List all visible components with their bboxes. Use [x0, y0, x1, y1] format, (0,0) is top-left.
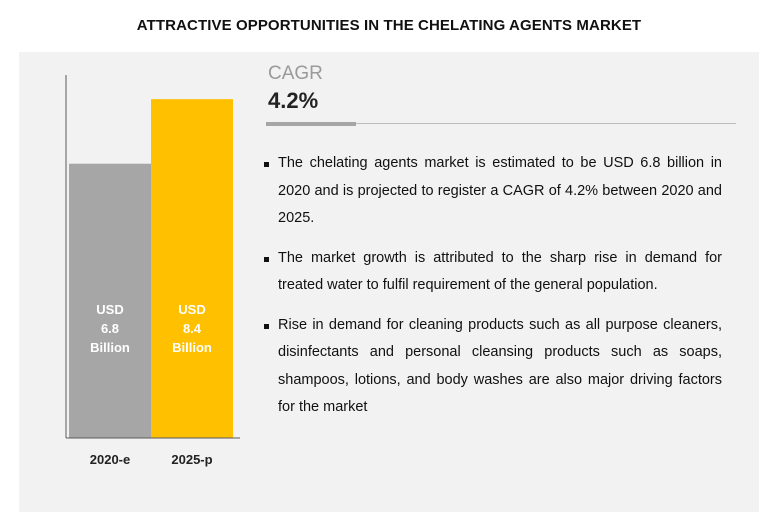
- bar-data-label: USD: [96, 302, 123, 317]
- x-tick-label: 2025-p: [171, 452, 212, 467]
- bar-2025-p: [151, 99, 233, 438]
- cagr-label: CAGR: [268, 63, 323, 84]
- bullet-item: The chelating agents market is estimated…: [262, 150, 722, 233]
- bullet-list: The chelating agents market is estimated…: [262, 150, 722, 434]
- bullet-item: Rise in demand for cleaning products suc…: [262, 312, 722, 422]
- bar-chart: USD 6.8 Billion 2020-e USD 8.4 Billion 2025-p: [65, 75, 240, 467]
- page-title: ATTRACTIVE OPPORTUNITIES IN THE CHELATIN…: [136, 17, 642, 34]
- bullet-text: The chelating agents market is estimated…: [278, 155, 722, 226]
- bar-data-label: USD: [178, 302, 205, 317]
- bar-data-label: Billion: [90, 340, 130, 355]
- bar-2020-e: [69, 163, 151, 438]
- bar-data-label: 6.8: [101, 321, 119, 336]
- x-tick-label: 2020-e: [90, 452, 130, 467]
- bullet-icon: [264, 256, 269, 262]
- cagr-divider: [266, 123, 736, 124]
- bar-data-label: Billion: [172, 340, 212, 355]
- bullet-text: The market growth is attributed to the s…: [278, 249, 722, 294]
- bullet-item: The market growth is attributed to the s…: [262, 245, 722, 300]
- bar-data-label: 8.4: [183, 321, 202, 336]
- cagr-value: 4.2%: [268, 88, 319, 113]
- bullet-icon: [264, 323, 269, 329]
- bullet-text: Rise in demand for cleaning products suc…: [278, 316, 722, 416]
- bullet-icon: [264, 162, 269, 167]
- cagr-divider-accent: [266, 122, 356, 126]
